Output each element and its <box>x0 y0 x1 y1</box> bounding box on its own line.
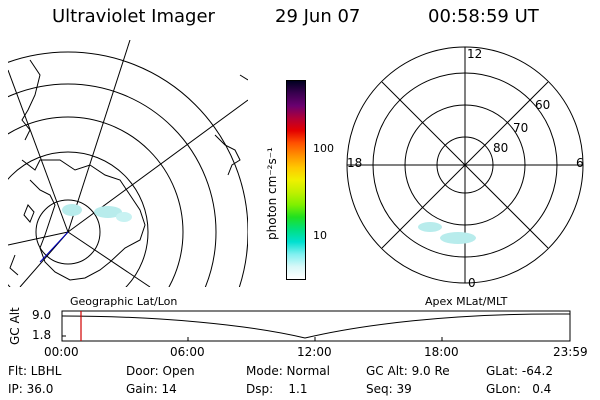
footer-mode: Mode: Normal <box>246 364 330 378</box>
instrument-title: Ultraviolet Imager <box>52 6 215 27</box>
mlt-label-18: 18 <box>347 156 363 170</box>
coastline <box>21 159 146 281</box>
footer-door: Door: Open <box>126 364 195 378</box>
timeline-ytick-9: 9.0 <box>32 308 52 322</box>
timeline-xtick-3: 18:00 <box>424 345 459 359</box>
apex-caption: Apex MLat/MLT <box>425 295 508 308</box>
lat-circle <box>8 83 217 287</box>
colorbar-tick-100: 100 <box>313 142 334 155</box>
meridian-line <box>67 40 131 233</box>
timeline-frame <box>61 310 571 342</box>
polar-plot <box>346 46 584 284</box>
mlt-label-12: 12 <box>467 47 483 61</box>
date-label: 29 Jun 07 <box>275 6 361 27</box>
footer-seq: Seq: 39 <box>366 382 412 396</box>
emission-blob <box>440 232 476 244</box>
footer-ip: IP: 36.0 <box>8 382 54 396</box>
coastline <box>21 59 41 141</box>
timeline-xtick-0: 00:00 <box>44 345 79 359</box>
geographic-caption: Geographic Lat/Lon <box>70 295 178 308</box>
meridian-line <box>8 231 69 246</box>
footer-dsp: Dsp: 1.1 <box>246 382 308 396</box>
coastline <box>23 204 35 223</box>
timeline-xtick-1: 06:00 <box>170 345 205 359</box>
coastline <box>9 254 19 276</box>
lat-circle <box>8 51 248 287</box>
lat-circle <box>35 199 101 265</box>
emission-blob <box>62 204 82 216</box>
colorbar <box>286 80 306 280</box>
mlt-label-0: 0 <box>468 276 476 290</box>
coastline <box>214 134 241 176</box>
timeline-ytick-1: 1.8 <box>32 328 52 342</box>
footer-glat: GLat: -64.2 <box>486 364 553 378</box>
subsatellite-track <box>39 231 69 263</box>
mlat-label-70: 70 <box>513 121 529 135</box>
time-label: 00:58:59 UT <box>428 6 539 27</box>
timeline-plot <box>61 310 571 342</box>
footer-gain: Gain: 14 <box>126 382 177 396</box>
lat-circle <box>8 151 149 287</box>
timeline-xtick-4: 23:59 <box>553 345 588 359</box>
footer-gcalt: GC Alt: 9.0 Re <box>366 364 450 378</box>
emission-blob <box>116 212 132 222</box>
footer-glon: GLon: 0.4 <box>486 382 552 396</box>
mlat-label-80: 80 <box>493 141 509 155</box>
footer-filter: Flt: LBHL <box>8 364 62 378</box>
altitude-curve <box>61 313 571 339</box>
mlat-label-60: 60 <box>535 98 551 112</box>
emission-blob <box>418 222 442 232</box>
coastline <box>239 74 248 81</box>
mlt-label-6: 6 <box>576 156 584 170</box>
timeline-xtick-2: 12:00 <box>297 345 332 359</box>
lat-circle <box>8 116 184 287</box>
emission-blob <box>94 206 122 218</box>
colorbar-tick-10: 10 <box>313 229 327 242</box>
meridian-line <box>8 69 69 233</box>
mlt-line <box>381 81 549 249</box>
meridian-line <box>67 231 151 287</box>
colorbar-units: photon cm⁻²s⁻¹ <box>265 147 279 240</box>
timeline-ylabel: GC Alt <box>8 307 22 345</box>
